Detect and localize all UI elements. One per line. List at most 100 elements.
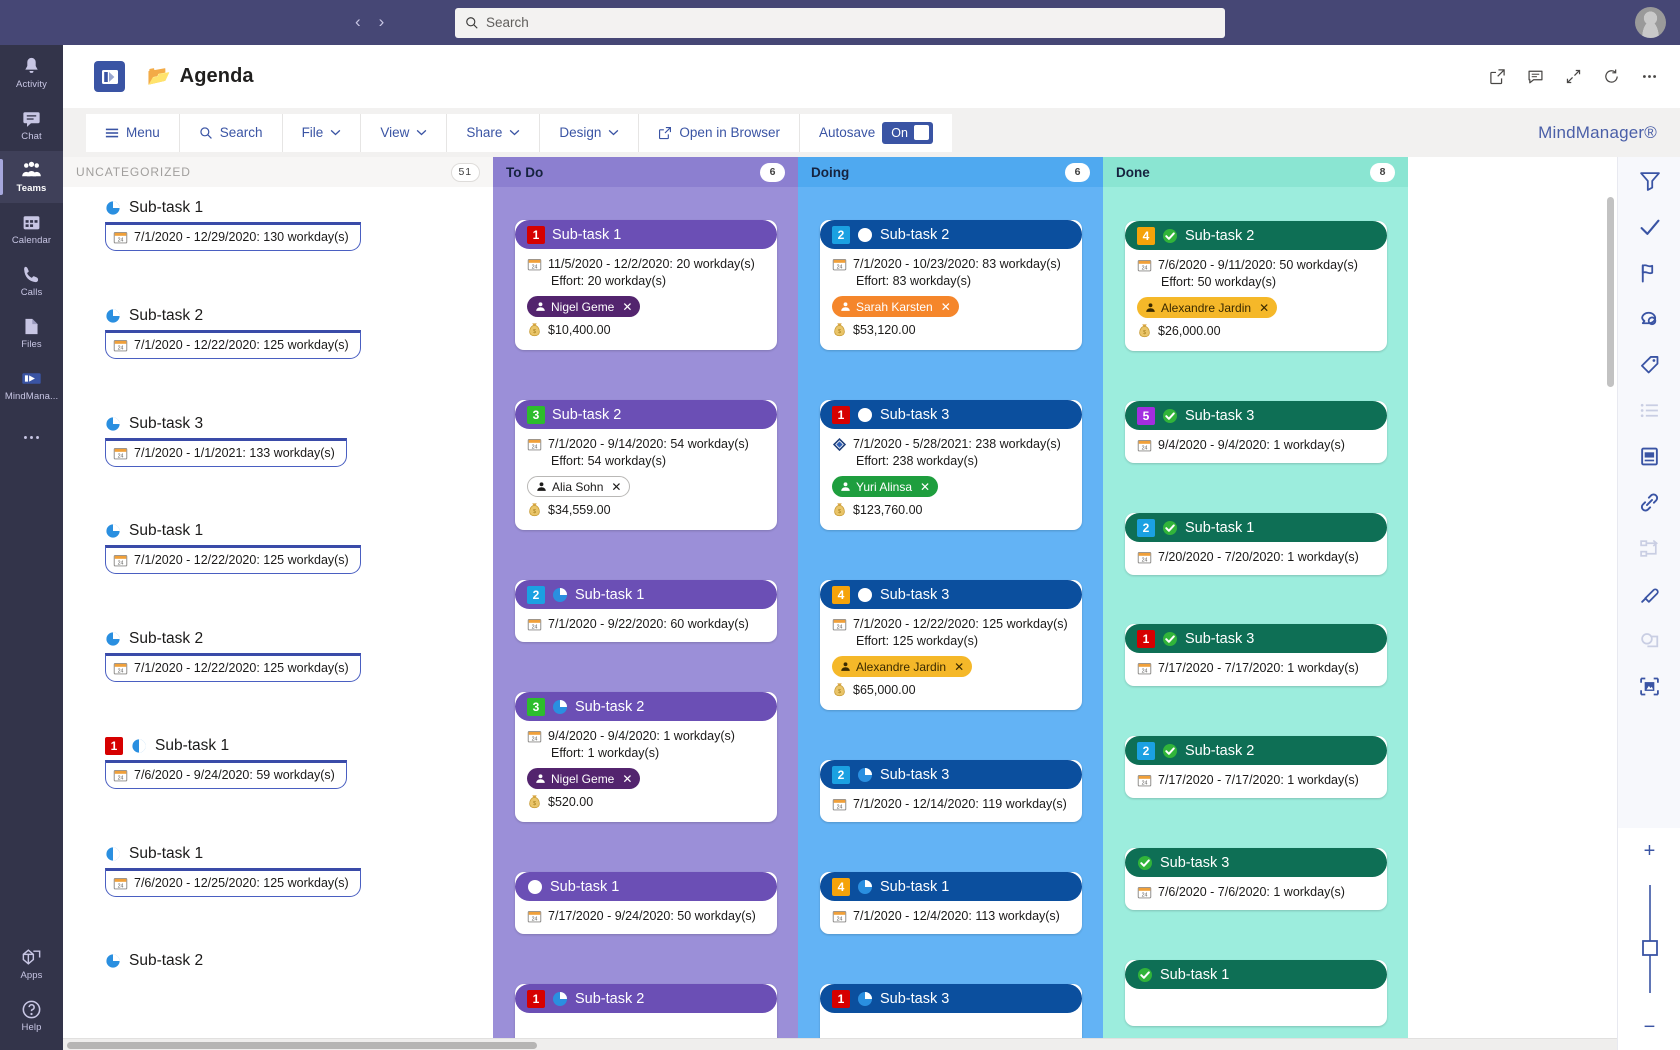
task-card[interactable]: 2 Sub-task 1 24 7/20/2020 - 7/20/2020: 1 wo… xyxy=(1125,513,1387,575)
search-icon xyxy=(200,126,212,139)
assignee-chip[interactable]: Nigel Geme ✕ xyxy=(527,296,641,317)
avatar[interactable] xyxy=(1635,7,1666,38)
board-horizontal-scrollbar[interactable] xyxy=(63,1038,1680,1050)
rail-item-teams[interactable]: Teams xyxy=(0,151,63,203)
ribbon-view-button[interactable]: View xyxy=(361,113,448,152)
assignee-chip[interactable]: Alia Sohn ✕ xyxy=(527,476,631,497)
task-card[interactable]: 4 Sub-task 2 24 7/6/2020 - 9/11/2020: 50 wo… xyxy=(1125,221,1387,351)
uncategorized-item[interactable]: Sub-task 1 24 7/6/2020 - 12/25/2020: 125 w… xyxy=(105,843,361,897)
flag-button[interactable] xyxy=(1618,249,1680,295)
collapse-icon[interactable] xyxy=(1565,68,1582,85)
uncategorized-item[interactable]: Sub-task 1 24 7/1/2020 - 12/22/2020: 125 w… xyxy=(105,520,361,574)
rail-item-mindmana[interactable]: MindMana... xyxy=(0,359,63,411)
rail-item-activity[interactable]: Activity xyxy=(0,47,63,99)
filter-button[interactable] xyxy=(1618,157,1680,203)
task-title-row: Sub-task 2 xyxy=(105,305,361,327)
task-dates: 7/1/2020 - 12/4/2020: 113 workday(s) xyxy=(853,909,1060,923)
task-card[interactable]: 3 Sub-task 2 24 9/4/2020 - 9/4/2020: 1 work… xyxy=(515,692,777,822)
rail-item-help[interactable]: Help xyxy=(0,990,63,1042)
assignee-chip[interactable]: Alexandre Jardin ✕ xyxy=(1137,297,1278,318)
remove-assignee-icon[interactable]: ✕ xyxy=(920,479,931,494)
remove-assignee-icon[interactable]: ✕ xyxy=(954,659,965,674)
uncategorized-item[interactable]: Sub-task 2 24 7/1/2020 - 12/22/2020: 125 w… xyxy=(105,628,361,682)
open-external-icon[interactable] xyxy=(1489,68,1506,85)
task-card[interactable]: 1 Sub-task 3 24 7/17/2020 - 7/17/2020: 1 wo… xyxy=(1125,624,1387,686)
task-complete-icon xyxy=(1163,631,1177,646)
task-card[interactable]: 4 Sub-task 1 24 7/1/2020 - 12/4/2020: 113 w… xyxy=(820,872,1082,934)
remove-assignee-icon[interactable]: ✕ xyxy=(622,771,633,786)
comment-balloon-button[interactable] xyxy=(1618,295,1680,341)
zoom-in-button[interactable]: + xyxy=(1618,828,1680,874)
task-card[interactable]: 2 Sub-task 1 24 7/1/2020 - 9/22/2020: 60 wo… xyxy=(515,580,777,642)
uncategorized-item[interactable]: 1 Sub-task 1 24 7/6/2020 - 9/24/2020: 59 wo… xyxy=(105,735,347,789)
uncategorized-item[interactable]: Sub-task 2 xyxy=(105,950,203,972)
task-card[interactable]: 5 Sub-task 3 24 9/4/2020 - 9/4/2020: 1 work… xyxy=(1125,401,1387,463)
forward-button[interactable]: › xyxy=(378,12,385,31)
link-button[interactable] xyxy=(1618,479,1680,525)
rail-item-calls[interactable]: Calls xyxy=(0,255,63,307)
svg-text:24: 24 xyxy=(532,917,538,923)
remove-assignee-icon[interactable]: ✕ xyxy=(611,479,622,494)
task-card[interactable]: 2 Sub-task 3 24 7/1/2020 - 12/14/2020: 119 … xyxy=(820,760,1082,822)
board-vertical-scrollbar[interactable] xyxy=(1607,197,1614,387)
assignee-chip[interactable]: Nigel Geme ✕ xyxy=(527,768,641,789)
ribbon-share-button[interactable]: Share xyxy=(447,113,541,152)
task-card[interactable]: 3 Sub-task 2 24 7/1/2020 - 9/14/2020: 54 wo… xyxy=(515,400,777,530)
task-card[interactable]: Sub-task 1 xyxy=(1125,960,1387,1026)
remove-assignee-icon[interactable]: ✕ xyxy=(622,299,633,314)
task-card[interactable]: 2 Sub-task 2 24 7/17/2020 - 7/17/2020: 1 wo… xyxy=(1125,736,1387,798)
task-check-button[interactable] xyxy=(1618,203,1680,249)
boundary-button[interactable] xyxy=(1618,617,1680,663)
zoom-slider[interactable] xyxy=(1618,874,1680,1004)
rail-item-apps[interactable]: Apps xyxy=(0,938,63,990)
more-options-icon[interactable] xyxy=(1641,68,1658,85)
task-card[interactable]: 2 Sub-task 2 24 7/1/2020 - 10/23/2020: 83 w… xyxy=(820,220,1082,350)
format-brush-button[interactable] xyxy=(1618,571,1680,617)
ribbon-menu-button[interactable]: Menu xyxy=(86,113,180,152)
autosave-control[interactable]: Autosave On xyxy=(800,114,952,152)
list-button[interactable] xyxy=(1618,387,1680,433)
uncategorized-item[interactable]: Sub-task 2 24 7/1/2020 - 12/22/2020: 125 w… xyxy=(105,305,361,359)
ribbon-file-button[interactable]: File xyxy=(283,113,362,152)
task-complete-icon xyxy=(1138,967,1152,982)
uncategorized-item[interactable]: Sub-task 1 24 7/1/2020 - 12/29/2020: 130 w… xyxy=(105,197,361,251)
task-card[interactable]: Sub-task 3 24 7/6/2020 - 7/6/2020: 1 workd… xyxy=(1125,848,1387,910)
back-button[interactable]: ‹ xyxy=(355,12,361,31)
refresh-icon[interactable] xyxy=(1603,68,1620,85)
money-bag-icon: $ xyxy=(529,503,540,517)
notes-button[interactable] xyxy=(1618,433,1680,479)
rail-item-chat[interactable]: Chat xyxy=(0,99,63,151)
comment-icon[interactable] xyxy=(1527,68,1544,85)
uncategorized-item[interactable]: Sub-task 3 24 7/1/2020 - 1/1/2021: 133 wor… xyxy=(105,413,347,467)
ribbon-open-in-browser-button[interactable]: Open in Browser xyxy=(639,113,800,152)
search-placeholder: Search xyxy=(486,15,529,30)
rail-item-more[interactable] xyxy=(0,411,63,463)
autosave-toggle[interactable]: On xyxy=(882,121,933,144)
ribbon-search-button[interactable]: Search xyxy=(180,113,283,152)
assignee-name: Sarah Karsten xyxy=(856,299,933,314)
task-card[interactable]: 1 Sub-task 3 7/1/2020 - 5/28/2021: 238 wor… xyxy=(820,400,1082,530)
zoom-out-button[interactable]: − xyxy=(1618,1004,1680,1050)
relationship-button[interactable] xyxy=(1618,525,1680,571)
assignee-chip[interactable]: Alexandre Jardin ✕ xyxy=(832,656,973,677)
task-card[interactable]: 1 Sub-task 1 24 11/5/2020 - 12/2/2020: 20 w… xyxy=(515,220,777,350)
autosave-label: Autosave xyxy=(818,125,876,140)
scrollbar-thumb[interactable] xyxy=(67,1042,537,1049)
rail-item-calendar[interactable]: Calendar xyxy=(0,203,63,255)
search-input[interactable]: Search xyxy=(455,7,1225,38)
tag-button[interactable] xyxy=(1618,341,1680,387)
image-button[interactable] xyxy=(1618,663,1680,709)
progress-pie-icon xyxy=(858,879,872,894)
remove-assignee-icon[interactable]: ✕ xyxy=(940,299,951,314)
assignee-chip[interactable]: Sarah Karsten ✕ xyxy=(832,296,959,317)
rail-item-files[interactable]: Files xyxy=(0,307,63,359)
task-card[interactable]: Sub-task 1 24 7/17/2020 - 9/24/2020: 50 wo… xyxy=(515,872,777,934)
task-card-body: 24 11/5/2020 - 12/2/2020: 20 workday(s) Ef… xyxy=(515,249,777,337)
money-bag-icon: $ xyxy=(834,503,845,517)
priority-badge: 4 xyxy=(832,585,850,604)
remove-assignee-icon[interactable]: ✕ xyxy=(1259,300,1270,315)
assignee-chip[interactable]: Yuri Alinsa ✕ xyxy=(832,476,939,497)
task-complete-icon xyxy=(1163,408,1177,423)
ribbon-design-button[interactable]: Design xyxy=(540,113,640,152)
task-card[interactable]: 4 Sub-task 3 24 7/1/2020 - 12/22/2020: 125 … xyxy=(820,580,1082,710)
